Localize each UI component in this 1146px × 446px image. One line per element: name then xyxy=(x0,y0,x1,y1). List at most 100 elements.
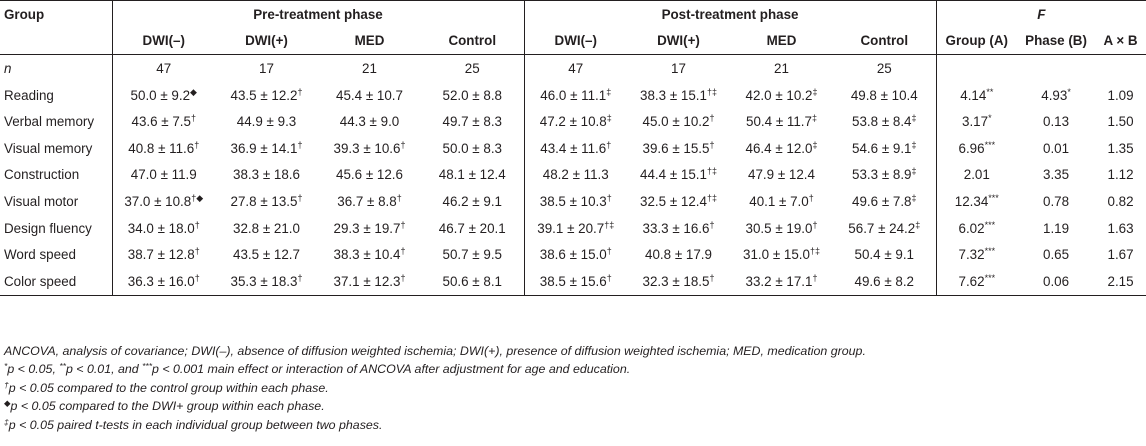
diamond-text: p < 0.05 compared to the DWI+ group with… xyxy=(10,399,325,414)
row-label: Construction xyxy=(4,167,80,183)
cell-value: 49.6 ± 8.2 xyxy=(854,273,914,289)
significance-mark: ‡ xyxy=(911,113,917,124)
cell-value: 29.3 ± 19.7 xyxy=(333,220,401,236)
cell-value: 36.9 ± 14.1 xyxy=(230,140,298,156)
n-cell: 47 xyxy=(111,54,215,82)
significance-mark: ‡ xyxy=(606,86,612,97)
pre-column-header: DWI(+) xyxy=(245,33,288,49)
pre-value-cell: 46.2 ± 9.1 xyxy=(421,188,524,215)
cell-value: 37.0 ± 10.8 xyxy=(124,193,192,209)
post-value-cell: 39.1 ± 20.7†‡ xyxy=(523,214,627,242)
pre-value-cell: 48.1 ± 12.4 xyxy=(421,162,524,189)
f-column-header: Phase (B) xyxy=(1025,33,1087,49)
significance-mark: † xyxy=(190,113,196,124)
cell-value: 52.0 ± 8.8 xyxy=(442,87,502,103)
table-row: Reading 50.0 ± 9.2◆ 43.5 ± 12.2† 45.4 ± 10.… xyxy=(0,81,1146,109)
pre-value-cell: 46.7 ± 20.1 xyxy=(421,215,524,242)
f-column-header: A × B xyxy=(1103,33,1138,49)
pre-value-cell: 50.0 ± 9.2◆ xyxy=(111,81,215,109)
significance-mark: ‡ xyxy=(911,139,917,150)
cell-value: 47.2 ± 10.8 xyxy=(539,114,607,130)
table-row: Verbal memory 43.6 ± 7.5† 44.9 ± 9.3 44.3 ±… xyxy=(0,108,1146,135)
pre-value-cell: 50.7 ± 9.5 xyxy=(421,241,524,268)
post-value-cell: 38.3 ± 15.1†‡ xyxy=(627,82,730,109)
significance-mark: ‡ xyxy=(812,86,818,97)
cell-value: 44.3 ± 9.0 xyxy=(339,114,400,130)
cell-value: 50.7 ± 9.5 xyxy=(442,247,502,263)
pre-value-cell: 34.0 ± 18.0† xyxy=(111,214,215,242)
significance-mark: †‡ xyxy=(706,192,717,203)
significance-mark: * xyxy=(1067,86,1071,97)
significance-mark: † xyxy=(400,246,406,257)
sig-symbol: * xyxy=(4,361,8,372)
footnote-double-dagger: ‡p < 0.05 paired t-tests in each individ… xyxy=(4,416,866,434)
cell-value: 46.7 ± 20.1 xyxy=(438,220,506,236)
significance-mark: ‡ xyxy=(911,166,917,177)
sig-text: p < 0.01, and xyxy=(65,362,143,377)
f-value-cell: 0.06 xyxy=(1017,267,1096,296)
cell-value: 43.5 ± 12.7 xyxy=(233,247,300,263)
row-label: Color speed xyxy=(0,267,112,296)
f-column-header: Group (A) xyxy=(935,27,1018,55)
sig-symbol: ** xyxy=(59,361,66,372)
f-value-cell: 1.63 xyxy=(1095,215,1146,242)
pre-column-header: DWI(–) xyxy=(111,27,215,55)
post-value-cell: 31.0 ± 15.0†‡ xyxy=(730,241,833,268)
f-value-cell: 3.35 xyxy=(1017,162,1095,189)
cell-value: 1.12 xyxy=(1107,167,1134,183)
cell-value: 31.0 ± 15.0 xyxy=(743,247,810,263)
pre-value-cell: 36.9 ± 14.1† xyxy=(215,135,318,162)
cell-value: 6.96 xyxy=(958,140,985,156)
f-value-cell: 0.01 xyxy=(1017,135,1095,162)
cell-value: 50.0 ± 9.2 xyxy=(130,87,191,103)
significance-mark: † xyxy=(297,86,303,97)
post-phase-header: Post-treatment phase xyxy=(523,0,937,28)
post-value-cell: 33.2 ± 17.1† xyxy=(730,267,833,296)
footnote-significance: *p < 0.05, **p < 0.01, and ***p < 0.001 … xyxy=(4,360,866,378)
cell-value: 34.0 ± 18.0 xyxy=(127,220,195,236)
pre-value-cell: 43.5 ± 12.2† xyxy=(215,82,318,109)
cell-value: 1.19 xyxy=(1043,220,1070,236)
cell-value: 6.02 xyxy=(958,220,985,236)
cell-value: 40.8 ± 17.9 xyxy=(645,247,712,263)
post-value-cell: 32.3 ± 18.5† xyxy=(627,267,730,296)
n-cell: 17 xyxy=(259,60,274,76)
header-row-phases: Group Pre-treatment phase Post-treatment… xyxy=(0,0,1146,28)
post-value-cell: 47.9 ± 12.4 xyxy=(730,162,833,189)
dagger-text: p < 0.05 compared to the control group w… xyxy=(8,380,329,395)
f-value-cell: 7.62*** xyxy=(935,267,1018,296)
post-value-cell: 42.0 ± 10.2‡ xyxy=(730,82,833,109)
significance-mark: † xyxy=(400,139,406,150)
pre-value-cell: 37.0 ± 10.8†◆ xyxy=(111,188,215,215)
cell-value: 4.14 xyxy=(960,87,987,103)
significance-mark: † xyxy=(606,139,612,150)
significance-mark: †‡ xyxy=(706,86,717,97)
cell-value: 36.7 ± 8.8 xyxy=(337,193,397,209)
cell-value: 38.6 ± 15.0 xyxy=(539,247,607,263)
cell-value: 47.0 ± 11.9 xyxy=(130,167,197,183)
cell-value: 43.6 ± 7.5 xyxy=(131,114,191,130)
post-value-cell: 46.0 ± 11.1‡ xyxy=(523,81,627,109)
diamond-symbol: ◆ xyxy=(4,398,11,409)
cell-value: 37.1 ± 12.3 xyxy=(333,273,401,289)
f-value-cell: 2.01 xyxy=(935,161,1018,189)
significance-mark: *** xyxy=(984,139,996,150)
pre-value-cell: 44.9 ± 9.3 xyxy=(215,108,318,135)
pre-value-cell: 29.3 ± 19.7† xyxy=(318,215,421,242)
pre-value-cell: 45.6 ± 12.6 xyxy=(318,162,421,189)
cell-value: 35.3 ± 18.3 xyxy=(230,273,298,289)
significance-mark: † xyxy=(400,272,406,283)
significance-mark: *** xyxy=(984,246,996,257)
table-row: Visual motor 37.0 ± 10.8†◆ 27.8 ± 13.5† 36.… xyxy=(0,188,1146,215)
double-dagger-symbol: ‡ xyxy=(4,416,9,427)
significance-mark: * xyxy=(988,113,992,124)
f-value-cell: 1.50 xyxy=(1095,108,1146,135)
cell-value: 1.09 xyxy=(1107,87,1134,103)
pre-value-cell: 40.8 ± 11.6† xyxy=(111,134,215,162)
significance-mark: † xyxy=(709,113,715,124)
f-value-cell: 1.35 xyxy=(1095,135,1146,162)
significance-mark: † xyxy=(400,219,406,230)
empty-cell xyxy=(1017,55,1095,82)
post-value-cell: 49.6 ± 8.2 xyxy=(833,267,937,296)
pre-value-cell: 35.3 ± 18.3† xyxy=(215,267,318,296)
